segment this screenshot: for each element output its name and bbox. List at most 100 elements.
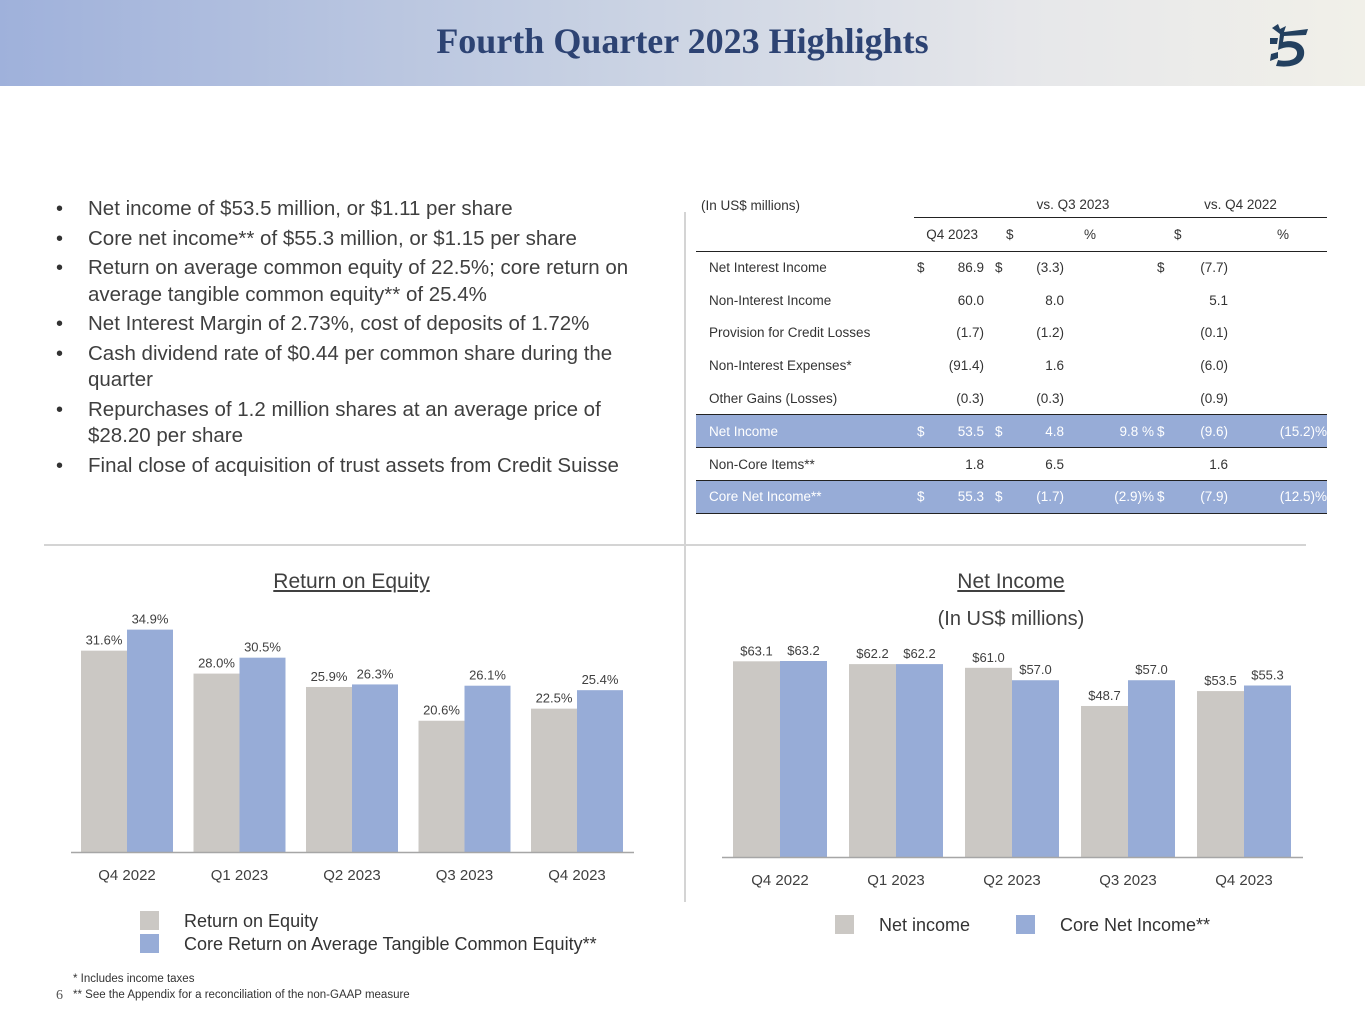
value-vs-q4-2022-dollar: (7.7) bbox=[1200, 260, 1228, 276]
value-vs-q3-pct: (2.9)% bbox=[1072, 480, 1154, 514]
legend-swatch-blue bbox=[1016, 915, 1035, 934]
value-vs-q4-2022-dollar: (0.1) bbox=[1200, 325, 1228, 341]
legend-swatch-grey bbox=[140, 911, 159, 930]
bar-core bbox=[239, 657, 286, 852]
col-header-pct-2: % bbox=[1236, 217, 1327, 252]
currency-q4: $ bbox=[914, 414, 936, 449]
page-number: 6 bbox=[56, 988, 63, 1003]
x-tick-label: Q3 2023 bbox=[436, 867, 494, 884]
bar-core bbox=[1128, 680, 1175, 857]
legend-label: Net income bbox=[879, 915, 971, 935]
x-tick-label: Q4 2022 bbox=[98, 867, 156, 884]
group-header-q4-2022: vs. Q4 2022 bbox=[1154, 193, 1327, 218]
row-label: Other Gains (Losses) bbox=[709, 390, 838, 406]
data-label: 22.5% bbox=[536, 691, 573, 706]
x-tick-label: Q4 2023 bbox=[1215, 872, 1273, 889]
currency-vs-q3: $ bbox=[992, 480, 1014, 514]
value-q4-2023: 60.0 bbox=[957, 292, 984, 308]
value-q4-2023: 53.5 bbox=[936, 414, 992, 449]
x-tick-label: Q2 2023 bbox=[323, 867, 381, 884]
row-label: Non-Interest Expenses* bbox=[709, 358, 852, 374]
legend-item-roe: Return on Equity bbox=[140, 910, 597, 933]
corporate-logo-icon bbox=[1270, 24, 1308, 67]
data-label: $61.0 bbox=[972, 650, 1005, 665]
data-label: 20.6% bbox=[423, 703, 460, 718]
table-row: Net Income $53.5 $4.8 9.8 % $ (9.6) (15.2)% bbox=[696, 414, 1327, 449]
value-vs-q3-dollar: 1.6 bbox=[1045, 358, 1064, 374]
vertical-divider bbox=[684, 212, 686, 902]
bar-core bbox=[127, 629, 173, 852]
currency-vs-q4-2022: $ bbox=[1154, 480, 1176, 514]
highlight-item: Final close of acquisition of trust asse… bbox=[56, 453, 666, 480]
bar-core bbox=[780, 661, 827, 857]
data-label: $57.0 bbox=[1135, 662, 1168, 677]
row-label: Non-Interest Income bbox=[709, 292, 832, 308]
bar-primary bbox=[965, 667, 1012, 857]
page-title: Fourth Quarter 2023 Highlights bbox=[436, 21, 929, 61]
x-tick-label: Q4 2022 bbox=[751, 872, 809, 889]
table-row: Core Net Income** $55.3 $ (1.7) (2.9)% $ (7.9)… bbox=[696, 480, 1327, 514]
table-unit-label: (In US$ millions) bbox=[701, 197, 801, 213]
horizontal-divider bbox=[44, 544, 1306, 546]
table-row: Non-Core Items** 1.8 6.5 1.6 bbox=[696, 448, 1327, 481]
row-label: Net Income bbox=[696, 414, 914, 449]
highlight-item: Net income of $53.5 million, or $1.11 pe… bbox=[56, 196, 666, 223]
bar-primary bbox=[849, 664, 896, 857]
data-label: 30.5% bbox=[244, 640, 281, 655]
currency-q4: $ bbox=[914, 480, 936, 514]
value-q4-2023: (0.3) bbox=[956, 390, 984, 406]
data-label: 25.4% bbox=[582, 672, 619, 687]
legend-label: Core Net Income** bbox=[1060, 915, 1211, 935]
table-row: Provision for Credit Losses (1.7) (1.2) (0.… bbox=[696, 317, 1327, 350]
net-income-chart-title: Net Income bbox=[957, 570, 1065, 593]
group-header-q3: vs. Q3 2023 bbox=[992, 193, 1154, 218]
currency-vs-q4-2022: $ bbox=[1154, 414, 1176, 449]
table-column-header-row: Q4 2023 $ % $ % bbox=[696, 217, 1327, 252]
value-vs-q3-dollar: 6.5 bbox=[1045, 456, 1064, 472]
value-vs-q3-dollar: (3.3) bbox=[1036, 260, 1064, 276]
currency-q4: $ bbox=[917, 260, 925, 276]
table-header-row: (In US$ millions) vs. Q3 2023 vs. Q4 202… bbox=[696, 193, 1327, 218]
value-vs-q4-2022-dollar: (9.6) bbox=[1176, 414, 1236, 449]
bar-primary bbox=[81, 650, 127, 852]
bar-core bbox=[577, 690, 623, 852]
data-label: $53.5 bbox=[1204, 673, 1237, 688]
data-label: $55.3 bbox=[1251, 668, 1284, 683]
financial-summary-table: (In US$ millions) vs. Q3 2023 vs. Q4 202… bbox=[696, 193, 1327, 514]
legend-swatch-grey bbox=[835, 915, 854, 934]
row-label: Net Interest Income bbox=[709, 260, 827, 276]
value-vs-q4-2022-dollar: (0.9) bbox=[1200, 390, 1228, 406]
legend-item-net-income: Net income bbox=[835, 914, 1015, 937]
footnote-income-taxes: * Includes income taxes bbox=[73, 973, 195, 985]
x-tick-label: Q3 2023 bbox=[1099, 872, 1157, 889]
row-label: Provision for Credit Losses bbox=[709, 325, 871, 341]
value-vs-q4-2022-dollar: 1.6 bbox=[1209, 456, 1228, 472]
data-label: $63.2 bbox=[787, 643, 820, 658]
value-vs-q4-2022-dollar: (7.9) bbox=[1176, 480, 1236, 514]
bar-core bbox=[1244, 685, 1291, 857]
highlight-item: Cash dividend rate of $0.44 per common s… bbox=[56, 341, 666, 394]
currency-vs-q3: $ bbox=[992, 414, 1014, 449]
data-label: 26.1% bbox=[469, 668, 506, 683]
legend-label: Core Return on Average Tangible Common E… bbox=[184, 934, 597, 954]
currency-vs-q4-2022: $ bbox=[1157, 260, 1165, 276]
highlight-item: Return on average common equity of 22.5%… bbox=[56, 255, 666, 308]
roe-legend: Return on Equity Core Return on Average … bbox=[140, 910, 597, 956]
value-vs-q4-2022-pct: (12.5)% bbox=[1236, 480, 1327, 514]
data-label: $48.7 bbox=[1088, 688, 1121, 703]
value-q4-2023: 55.3 bbox=[936, 480, 992, 514]
bar-primary bbox=[193, 673, 240, 852]
col-header-pct-1: % bbox=[1072, 217, 1154, 252]
header-banner bbox=[0, 0, 1365, 86]
bar-primary bbox=[531, 708, 577, 852]
row-label: Core Net Income** bbox=[696, 480, 914, 514]
col-header-dollar-2: $ bbox=[1154, 217, 1236, 252]
bar-primary bbox=[1197, 691, 1244, 857]
col-header-dollar-1: $ bbox=[992, 217, 1072, 252]
data-label: 31.6% bbox=[86, 633, 123, 648]
bar-primary bbox=[306, 686, 352, 852]
highlight-item: Net Interest Margin of 2.73%, cost of de… bbox=[56, 311, 666, 338]
value-q4-2023: (91.4) bbox=[948, 358, 984, 374]
x-tick-label: Q1 2023 bbox=[211, 867, 269, 884]
